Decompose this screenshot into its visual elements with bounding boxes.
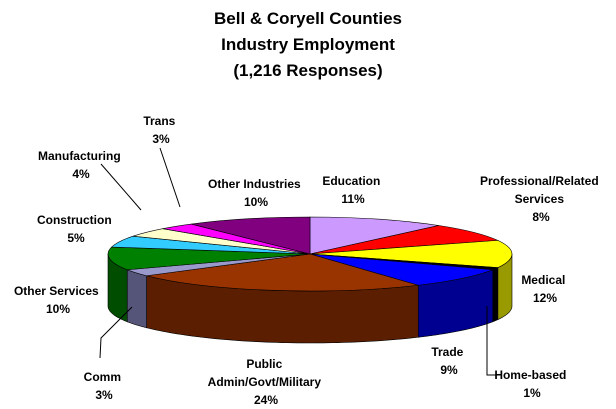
leader-line-manufacturing — [100, 163, 142, 211]
pie-slice-medical — [309, 240, 513, 268]
label-public-admin-name-line-1: Public — [246, 357, 282, 371]
pie-slice-professional-related-services — [309, 225, 499, 255]
label-other-services-pct: 10% — [46, 302, 70, 316]
label-manufacturing-name: Manufacturing — [38, 149, 121, 163]
label-manufacturing-pct: 4% — [72, 167, 90, 181]
label-public-admin: Public Admin/Govt/Military 24% — [208, 357, 325, 407]
leader-line-trans — [159, 147, 181, 208]
label-home-based: Home-based 1% — [494, 368, 569, 400]
chart-title-line-3: (1,216 Responses) — [233, 61, 382, 80]
label-trans: Trans 3% — [143, 114, 178, 146]
label-medical-name: Medical — [521, 273, 565, 287]
label-professional-pct: 8% — [532, 210, 550, 224]
label-other-services: Other Services 10% — [14, 284, 102, 316]
label-medical-pct: 12% — [533, 291, 557, 305]
label-trade: Trade 9% — [431, 345, 466, 377]
label-manufacturing: Manufacturing 4% — [38, 149, 124, 181]
label-trade-pct: 9% — [440, 363, 458, 377]
pie-slice-public-admin-govt-military — [146, 253, 419, 292]
chart-title-line-1: Bell & Coryell Counties — [214, 9, 402, 28]
label-construction-name: Construction — [37, 213, 112, 227]
leader-line-home-based — [486, 306, 500, 376]
label-public-admin-name-line-2: Admin/Govt/Military — [208, 375, 322, 389]
pie-slice-trade — [309, 253, 493, 286]
label-comm-pct: 3% — [95, 388, 113, 402]
label-trans-pct: 3% — [152, 132, 170, 146]
label-other-industries-pct: 10% — [244, 195, 268, 209]
pie-layer — [107, 216, 513, 344]
label-professional-name-line-2: Services — [515, 192, 565, 206]
label-medical: Medical 12% — [521, 273, 568, 305]
label-professional-name-line-1: Professional/Related — [480, 174, 599, 188]
label-professional-related-services: Professional/Related Services 8% — [480, 174, 602, 224]
label-other-industries-name: Other Industries — [208, 177, 301, 191]
label-construction: Construction 5% — [37, 213, 115, 245]
pie-slice-other-services — [107, 246, 311, 271]
label-construction-pct: 5% — [67, 231, 85, 245]
slice-labels: Education 11% Professional/Related Servi… — [14, 114, 602, 407]
label-trans-name: Trans — [143, 114, 175, 128]
label-education-name: Education — [322, 174, 380, 188]
leader-line-comm — [99, 306, 133, 359]
label-education-pct: 11% — [341, 192, 365, 206]
label-home-based-name: Home-based — [494, 368, 566, 382]
chart-title-line-2: Industry Employment — [221, 35, 395, 54]
pie-slice-other-industries — [191, 216, 311, 255]
label-trade-name: Trade — [431, 345, 463, 359]
pie-side-home-based — [492, 267, 499, 323]
label-comm-name: Comm — [84, 370, 121, 384]
label-public-admin-pct: 24% — [254, 393, 278, 407]
label-other-industries: Other Industries 10% — [208, 177, 304, 209]
leader-lines — [99, 147, 500, 376]
pie-side-comm — [126, 269, 147, 329]
label-home-based-pct: 1% — [523, 386, 541, 400]
pie-slice-education — [309, 216, 439, 255]
label-education: Education 11% — [322, 174, 383, 206]
label-other-services-name: Other Services — [14, 284, 99, 298]
label-comm: Comm 3% — [84, 370, 125, 402]
